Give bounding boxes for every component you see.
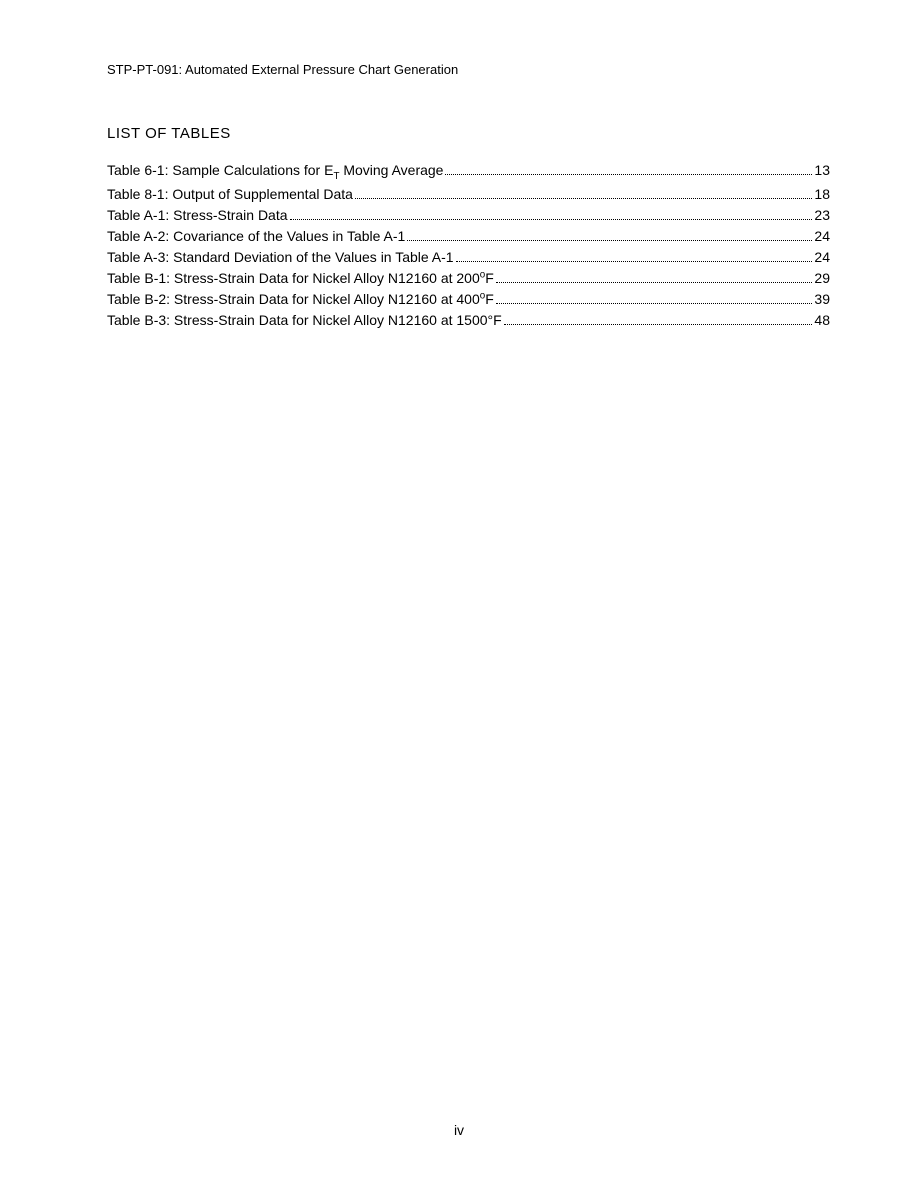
toc-leader-dots (496, 282, 813, 283)
page-number: iv (0, 1122, 918, 1138)
toc-entry-page: 13 (814, 160, 830, 181)
toc-entry: Table B-3: Stress-Strain Data for Nickel… (107, 310, 830, 331)
document-header: STP-PT-091: Automated External Pressure … (107, 62, 830, 77)
toc-entry-label: Table B-3: Stress-Strain Data for Nickel… (107, 310, 502, 331)
toc-entry-page: 24 (814, 226, 830, 247)
list-of-tables: Table 6-1: Sample Calculations for ET Mo… (107, 160, 830, 331)
toc-entry: Table A-2: Covariance of the Values in T… (107, 226, 830, 247)
toc-entry-page: 48 (814, 310, 830, 331)
toc-leader-dots (355, 198, 812, 199)
toc-entry-label: Table A-1: Stress-Strain Data (107, 205, 288, 226)
toc-leader-dots (496, 303, 813, 304)
toc-entry: Table A-3: Standard Deviation of the Val… (107, 247, 830, 268)
toc-entry: Table B-2: Stress-Strain Data for Nickel… (107, 289, 830, 310)
toc-entry-page: 23 (814, 205, 830, 226)
toc-entry: Table B-1: Stress-Strain Data for Nickel… (107, 268, 830, 289)
page-container: STP-PT-091: Automated External Pressure … (0, 0, 918, 1188)
toc-entry-label: Table A-3: Standard Deviation of the Val… (107, 247, 454, 268)
toc-entry-label: Table 8-1: Output of Supplemental Data (107, 184, 353, 205)
toc-entry-page: 18 (814, 184, 830, 205)
toc-entry-page: 24 (814, 247, 830, 268)
toc-leader-dots (407, 240, 812, 241)
toc-leader-dots (290, 219, 813, 220)
toc-entry-label: Table 6-1: Sample Calculations for ET Mo… (107, 160, 443, 184)
toc-leader-dots (445, 174, 812, 175)
toc-entry-label: Table A-2: Covariance of the Values in T… (107, 226, 405, 247)
toc-entry-label: Table B-1: Stress-Strain Data for Nickel… (107, 268, 494, 289)
toc-entry-page: 39 (814, 289, 830, 310)
toc-leader-dots (456, 261, 813, 262)
toc-entry: Table 6-1: Sample Calculations for ET Mo… (107, 160, 830, 184)
toc-entry: Table 8-1: Output of Supplemental Data 18 (107, 184, 830, 205)
toc-leader-dots (504, 324, 813, 325)
toc-entry: Table A-1: Stress-Strain Data 23 (107, 205, 830, 226)
toc-entry-label: Table B-2: Stress-Strain Data for Nickel… (107, 289, 494, 310)
section-title: LIST OF TABLES (107, 125, 830, 142)
toc-entry-page: 29 (814, 268, 830, 289)
